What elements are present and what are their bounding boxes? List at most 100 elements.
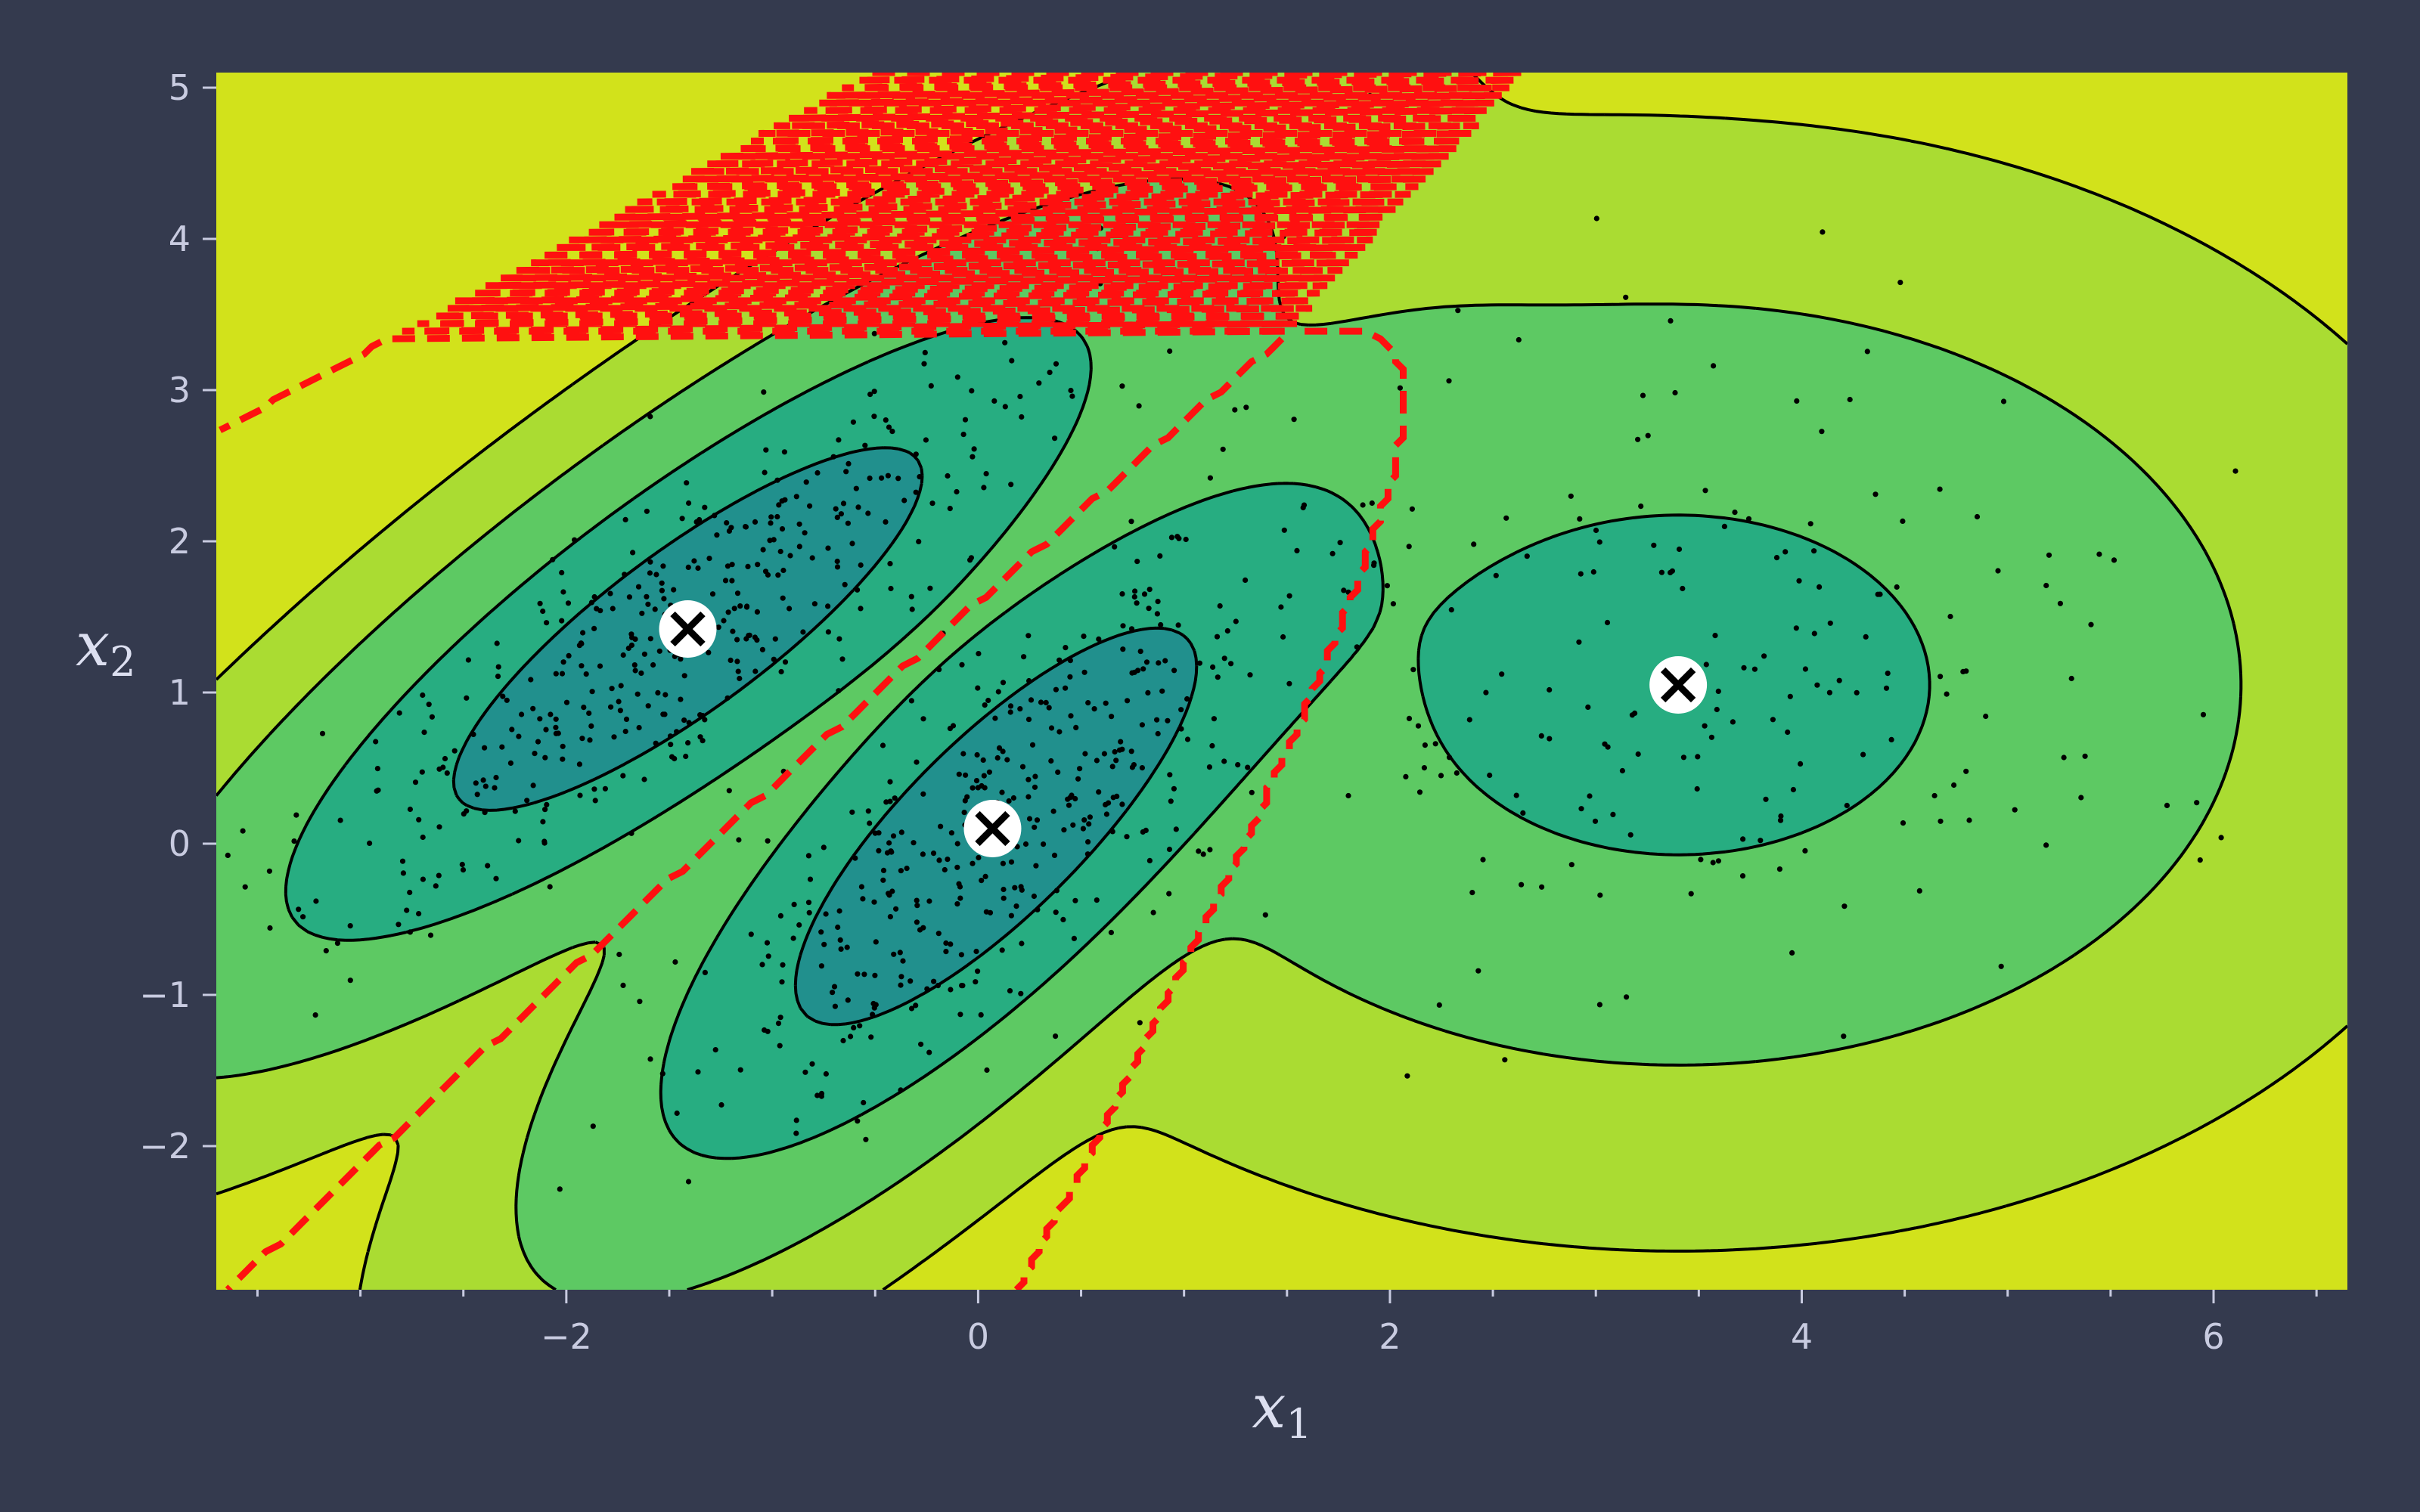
- sample-point: [712, 513, 718, 519]
- sample-point: [880, 867, 887, 873]
- sample-point: [586, 710, 592, 717]
- sample-point: [1793, 625, 1799, 631]
- sample-point: [1134, 559, 1140, 565]
- sample-point: [995, 689, 1001, 695]
- sample-point: [1864, 349, 1870, 355]
- sample-point: [887, 798, 893, 804]
- sample-point: [759, 962, 765, 968]
- sample-point: [911, 840, 917, 846]
- sample-point: [528, 677, 534, 683]
- sample-point: [347, 923, 353, 929]
- sample-point: [1432, 741, 1438, 747]
- sample-point: [782, 659, 789, 665]
- sample-point: [1162, 658, 1168, 664]
- sample-point: [420, 834, 426, 841]
- sample-point: [1371, 562, 1377, 569]
- sample-point: [1708, 734, 1714, 740]
- sample-point: [1109, 829, 1115, 835]
- sample-point: [695, 565, 701, 572]
- sample-point: [540, 608, 546, 615]
- sample-point: [752, 668, 759, 674]
- sample-point: [935, 931, 942, 937]
- sample-point: [1778, 813, 1784, 820]
- sample-point: [1010, 795, 1016, 801]
- sample-point: [482, 783, 489, 789]
- sample-point: [1676, 546, 1683, 553]
- sample-point: [1156, 660, 1162, 666]
- sample-point: [291, 838, 297, 844]
- sample-point: [936, 857, 942, 863]
- sample-point: [296, 906, 302, 912]
- sample-point: [1796, 578, 1802, 584]
- sample-point: [818, 1090, 825, 1097]
- sample-point: [908, 978, 914, 984]
- sample-point: [755, 562, 761, 568]
- sample-point: [1220, 446, 1226, 452]
- sample-point: [473, 780, 479, 786]
- sample-point: [994, 754, 1001, 761]
- sample-point: [702, 969, 709, 975]
- sample-point: [374, 788, 380, 794]
- sample-point: [913, 1002, 919, 1009]
- sample-point: [780, 962, 786, 968]
- sample-point: [836, 908, 842, 914]
- sample-point: [780, 567, 786, 574]
- sample-point: [591, 593, 597, 600]
- sample-point: [1214, 634, 1221, 640]
- sample-point: [644, 508, 650, 514]
- sample-point: [980, 757, 986, 764]
- sample-point: [1077, 766, 1083, 772]
- sample-point: [1154, 717, 1160, 723]
- sample-point: [1137, 649, 1143, 655]
- sample-point: [516, 733, 522, 739]
- sample-point: [587, 737, 593, 743]
- x-tick-label: 4: [1791, 1316, 1813, 1357]
- sample-point: [628, 830, 634, 836]
- sample-point: [1068, 713, 1074, 719]
- sample-point: [641, 651, 648, 657]
- sample-point: [1605, 744, 1611, 750]
- sample-point: [1475, 968, 1481, 974]
- x-tick-label: 2: [1379, 1316, 1401, 1357]
- sample-point: [855, 504, 861, 510]
- sample-point: [636, 724, 642, 731]
- sample-point: [2000, 398, 2007, 404]
- sample-point: [1593, 527, 1599, 534]
- sample-point: [464, 695, 470, 701]
- sample-point: [984, 1067, 990, 1074]
- sample-point: [590, 1123, 596, 1129]
- sample-point: [954, 841, 960, 847]
- sample-point: [1196, 660, 1202, 666]
- sample-point: [2078, 795, 2084, 801]
- sample-point: [1025, 794, 1032, 800]
- sample-point: [2200, 711, 2207, 717]
- sample-point: [959, 983, 965, 989]
- sample-point: [1101, 751, 1107, 757]
- sample-point: [1084, 851, 1091, 857]
- sample-point: [1167, 348, 1173, 355]
- sample-point: [1119, 591, 1125, 597]
- sample-point: [482, 745, 488, 751]
- sample-point: [1436, 1002, 1442, 1008]
- sample-point: [482, 810, 488, 816]
- sample-point: [679, 516, 685, 522]
- sample-point: [1739, 873, 1746, 879]
- sample-point: [1000, 748, 1006, 754]
- sample-point: [553, 724, 559, 730]
- x-tick-label: 0: [967, 1316, 989, 1357]
- sample-point: [404, 907, 410, 913]
- sample-point: [1947, 613, 1953, 620]
- sample-point: [1067, 658, 1073, 664]
- sample-point: [1106, 800, 1112, 806]
- sample-point: [660, 563, 666, 569]
- sample-point: [754, 609, 761, 615]
- sample-point: [914, 759, 920, 765]
- sample-point: [1745, 516, 1752, 522]
- sample-point: [838, 511, 844, 517]
- sample-point: [700, 738, 706, 744]
- sample-point: [1178, 726, 1184, 732]
- sample-point: [442, 755, 448, 762]
- sample-point: [1171, 785, 1177, 792]
- sample-point: [2043, 582, 2049, 589]
- sample-point: [1645, 432, 1651, 438]
